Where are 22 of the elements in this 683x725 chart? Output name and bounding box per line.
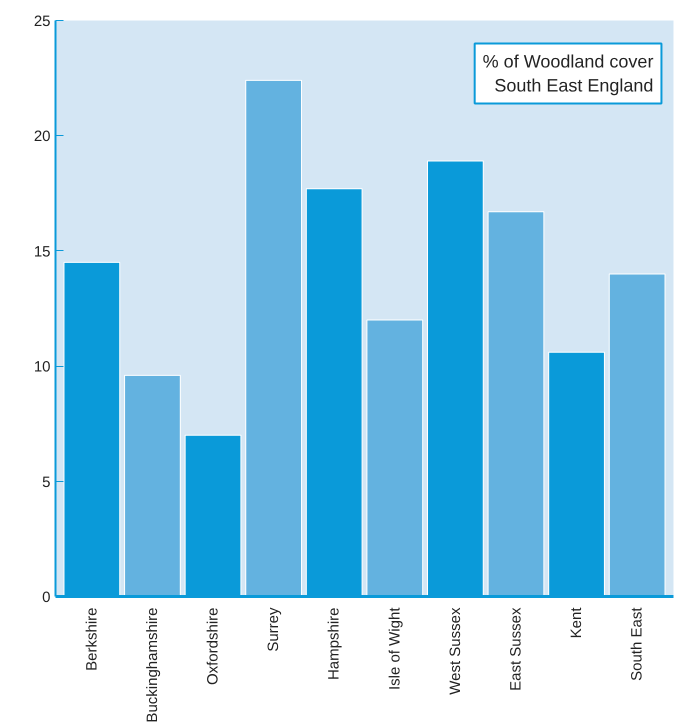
x-tick-label: West Sussex (446, 607, 464, 695)
y-tick-label: 15 (34, 243, 51, 260)
y-tick-label: 25 (34, 13, 51, 30)
y-tick-label: 0 (42, 589, 50, 606)
y-tick-label: 5 (42, 474, 50, 491)
x-tick-label: Berkshire (83, 607, 100, 671)
bar (488, 211, 544, 596)
bar (245, 80, 302, 596)
x-tick-label: Isle of Wight (386, 606, 404, 690)
x-tick-label: Surrey (265, 607, 282, 652)
bar (124, 374, 181, 596)
x-tick-label: Buckinghamshire (144, 607, 161, 723)
x-tick-label: South East (628, 606, 646, 681)
bar (366, 320, 424, 596)
x-tick-label: Hampshire (326, 607, 343, 680)
text: % of Woodland cover South East England (482, 52, 654, 96)
x-tick-label: Oxfordshire (204, 607, 222, 686)
x-tick-label: East Sussex (507, 607, 524, 691)
y-tick-label: 20 (34, 128, 51, 146)
y-tick-label: 10 (34, 358, 51, 376)
x-tick-label: Kent (568, 606, 586, 638)
bar (608, 273, 666, 596)
